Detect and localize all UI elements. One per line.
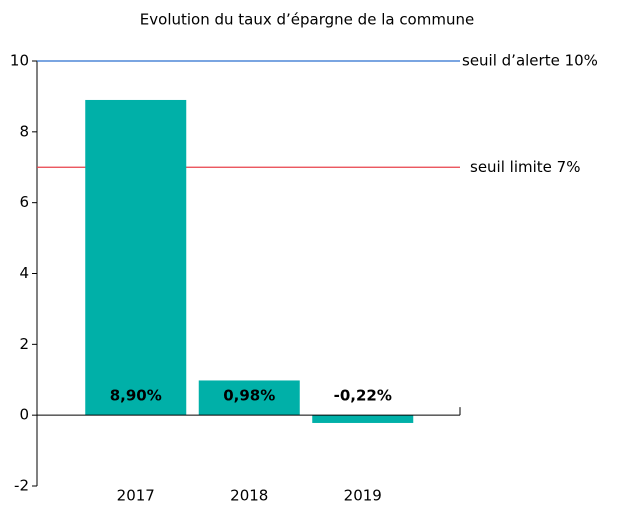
y-tick-label: 10	[10, 52, 29, 70]
x-tick-label: 2019	[344, 487, 382, 505]
y-tick-label: 8	[19, 122, 29, 140]
chart-title: Evolution du taux d’épargne de la commun…	[140, 11, 474, 29]
value-label: 0,98%	[223, 387, 275, 405]
y-tick-label: 6	[19, 193, 29, 211]
y-tick-label: -2	[14, 477, 29, 495]
reference-label: seuil limite 7%	[470, 158, 580, 176]
x-tick-label: 2018	[230, 487, 268, 505]
bar	[312, 415, 414, 423]
reference-label: seuil d’alerte 10%	[462, 52, 598, 70]
bar	[198, 380, 300, 416]
x-tick-label: 2017	[117, 487, 155, 505]
y-tick-label: 2	[19, 335, 29, 353]
y-tick-label: 4	[19, 264, 29, 282]
bar	[85, 99, 187, 416]
y-tick-label: 0	[19, 406, 29, 424]
value-label: 8,90%	[110, 387, 162, 405]
value-label: -0,22%	[334, 387, 392, 405]
